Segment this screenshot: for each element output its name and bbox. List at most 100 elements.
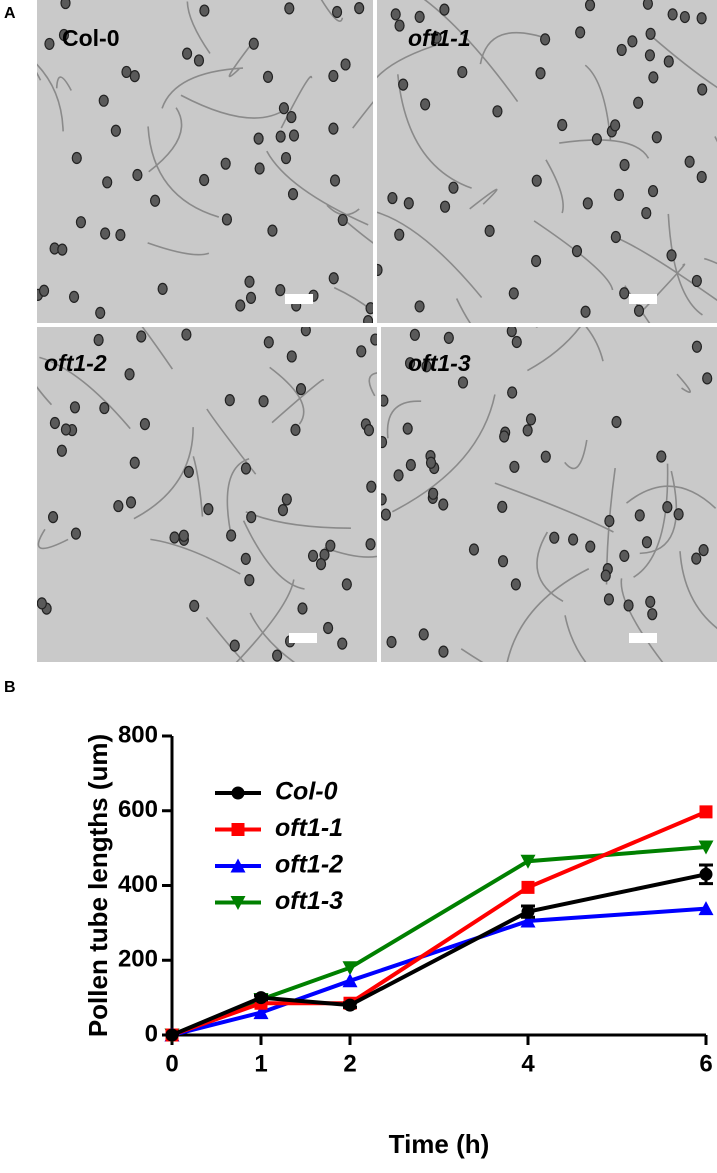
pollen-grain (224, 394, 235, 407)
pollen-grain (323, 621, 334, 635)
pollen-grain (696, 170, 707, 184)
pollen-grain (263, 336, 274, 349)
pollen-grain (286, 110, 297, 124)
pollen-grain (644, 49, 656, 62)
pollen-grain (484, 224, 495, 237)
pollen-grain (613, 188, 625, 201)
pollen-grain (331, 5, 343, 19)
pollen-grain (549, 531, 560, 544)
pollen-grain (387, 191, 398, 205)
pollen-grain (280, 151, 292, 165)
marker (343, 998, 357, 1012)
line (171, 872, 707, 1037)
pollen-grain (610, 119, 621, 132)
pollen-grain (633, 304, 645, 317)
pollen-grain (540, 33, 551, 46)
pollen-grain (702, 372, 713, 385)
pollen-grain (157, 282, 168, 295)
pollen-grain (58, 28, 70, 42)
pollen-grain (240, 462, 252, 475)
pollen-grain (287, 188, 299, 201)
pollen-grain (99, 401, 110, 415)
pollen-grain (571, 245, 583, 258)
marker (165, 1028, 179, 1042)
micrographs: Col-0 oft1-1 oft1-2 oft1-3 (37, 0, 717, 662)
image-label: oft1-3 (408, 350, 471, 376)
pollen-grain (531, 174, 542, 187)
legend-label: oft1-2 (275, 851, 343, 879)
pollen-grain (297, 602, 308, 615)
pollen-grain (124, 368, 135, 381)
pollen-tube (494, 482, 614, 533)
pollen-grain (651, 131, 662, 144)
y-tick-label: 0 (145, 1020, 158, 1047)
pollen-grain (75, 216, 87, 229)
pollen-grain (307, 549, 319, 562)
pollen-grain (431, 31, 442, 44)
pollen-grain (509, 460, 520, 473)
pollen-grain (585, 540, 596, 553)
pollen-grain (221, 213, 233, 226)
pollen-tube (391, 394, 496, 513)
pollen-grain (71, 151, 82, 165)
pollen-grain (290, 423, 301, 436)
pollen-grain (60, 0, 71, 10)
marker (698, 901, 714, 916)
panel-label: B (4, 679, 16, 696)
pollen-grain (667, 8, 678, 21)
pollen-grain (189, 599, 200, 612)
pollen-tube (667, 213, 703, 316)
pollen-grain (199, 4, 210, 17)
pollen-tube (564, 615, 587, 662)
pollen-grain (262, 70, 274, 83)
legend: Col-0 oft1-1 oft1-2 oft1-3 (215, 778, 343, 915)
pollen-grain (611, 415, 622, 429)
pollen-grain (381, 394, 389, 407)
pollen-grain (439, 3, 450, 16)
pollen-grain (582, 197, 593, 210)
pollen-tube (352, 100, 373, 129)
pollen-tube (161, 67, 244, 109)
marker (342, 961, 358, 976)
pollen-grain (337, 213, 348, 227)
pollen-grain (115, 228, 126, 242)
y-tick-label: 800 (118, 721, 158, 748)
pollen-tube (249, 612, 296, 662)
pollen-grain (365, 302, 373, 315)
pollen-tube (147, 126, 220, 218)
pollen-grain (619, 549, 630, 562)
x-axis-label: Time (h) (389, 1129, 490, 1159)
marker (520, 913, 536, 928)
micrograph-background (37, 327, 377, 662)
scale-bar (289, 633, 317, 643)
pollen-grain (394, 19, 405, 32)
legend-label: Col-0 (275, 778, 338, 806)
pollen-tube (271, 379, 324, 424)
pollen-grain (356, 345, 367, 358)
pollen-grain (557, 118, 568, 132)
pollen-grain (425, 456, 437, 469)
pollen-grain (510, 578, 521, 591)
scale-bar (285, 294, 313, 304)
pollen-grain (381, 493, 387, 506)
pollen-grain (390, 8, 401, 21)
pollen-grain (616, 43, 627, 57)
pollen-grain (129, 70, 140, 83)
pollen-tube (545, 159, 564, 214)
pollen-grain (329, 174, 341, 187)
x-tick-label: 6 (699, 1050, 712, 1077)
pollen-tube (186, 1, 211, 54)
pollen-tube (377, 211, 483, 298)
pollen-grain (47, 511, 59, 524)
pollen-tube (617, 237, 717, 302)
pollen-grain (575, 26, 586, 39)
pollen-tube (37, 528, 69, 550)
pollen-grain (370, 333, 377, 346)
pollen-grain (68, 290, 80, 303)
pollen-grain (428, 487, 439, 500)
x-tick-label: 4 (521, 1050, 535, 1077)
micrograph: Col-0 (37, 0, 373, 323)
pollen-grain (405, 458, 416, 472)
pollen-grain (642, 0, 653, 10)
